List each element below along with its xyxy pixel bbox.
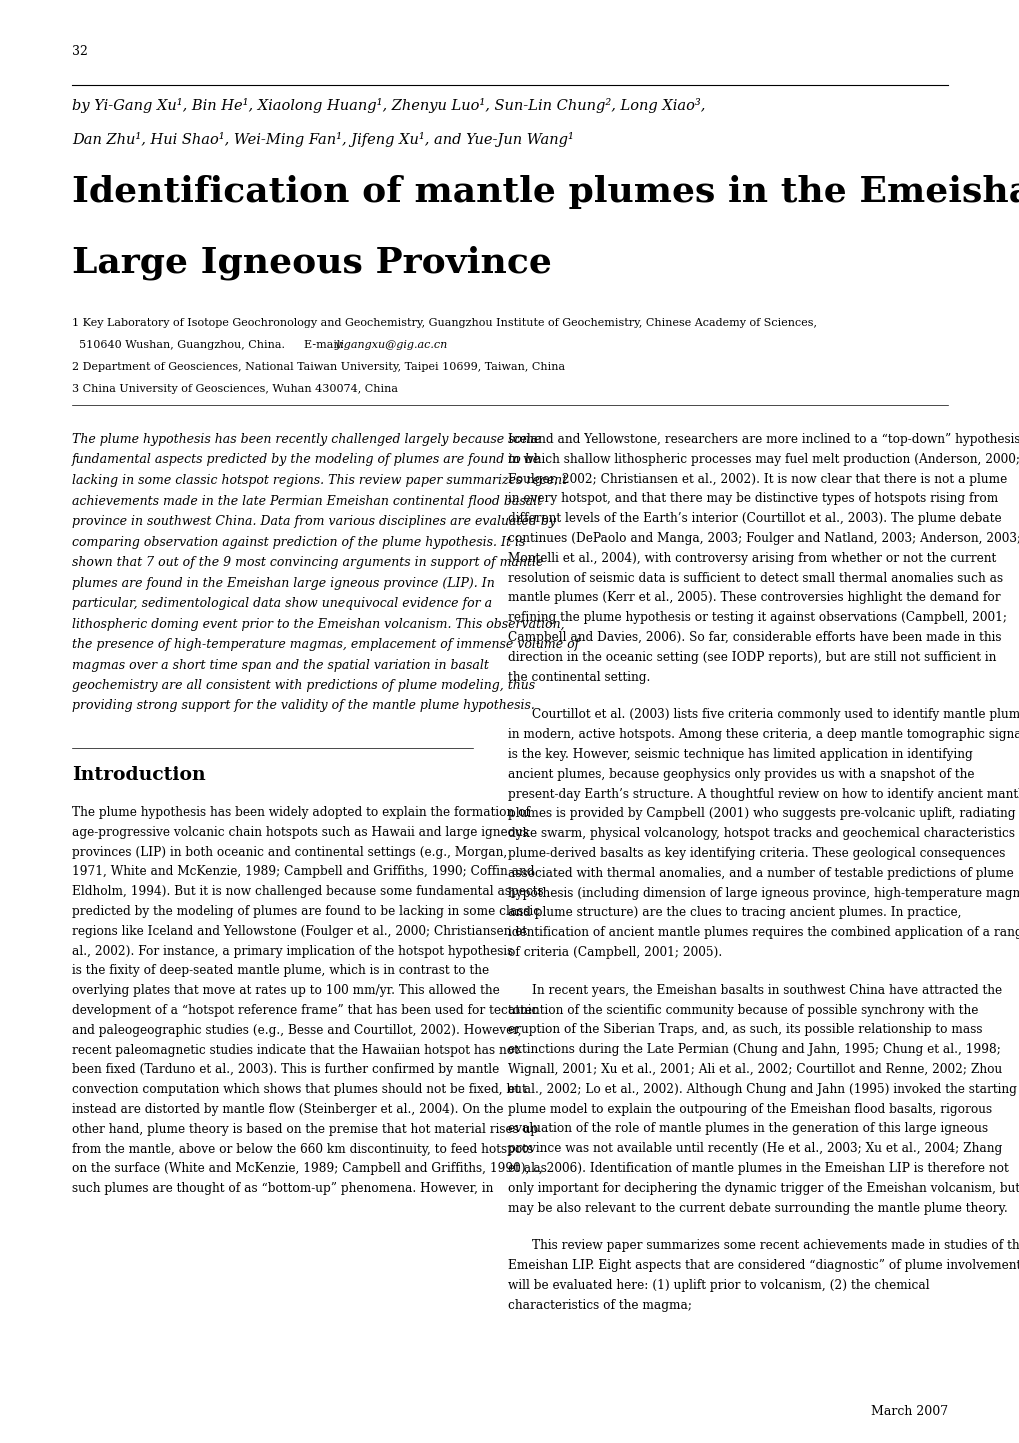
Text: associated with thermal anomalies, and a number of testable predictions of plume: associated with thermal anomalies, and a… (507, 867, 1012, 880)
Text: Campbell and Davies, 2006). So far, considerable efforts have been made in this: Campbell and Davies, 2006). So far, cons… (507, 631, 1000, 644)
Text: 32: 32 (72, 45, 88, 58)
Text: resolution of seismic data is sufficient to detect small thermal anomalies such : resolution of seismic data is sufficient… (507, 571, 1002, 584)
Text: plumes is provided by Campbell (2001) who suggests pre-volcanic uplift, radiatin: plumes is provided by Campbell (2001) wh… (507, 808, 1014, 821)
Text: achievements made in the late Permian Emeishan continental flood basalt: achievements made in the late Permian Em… (72, 495, 542, 508)
Text: Emeishan LIP. Eight aspects that are considered “diagnostic” of plume involvemen: Emeishan LIP. Eight aspects that are con… (507, 1260, 1019, 1273)
Text: yigangxu@gig.ac.cn: yigangxu@gig.ac.cn (333, 341, 446, 351)
Text: will be evaluated here: (1) uplift prior to volcanism, (2) the chemical: will be evaluated here: (1) uplift prior… (507, 1278, 928, 1291)
Text: et al., 2002; Lo et al., 2002). Although Chung and Jahn (1995) invoked the start: et al., 2002; Lo et al., 2002). Although… (507, 1082, 1015, 1095)
Text: hypothesis (including dimension of large igneous province, high-temperature magm: hypothesis (including dimension of large… (507, 886, 1019, 899)
Text: Foulger, 2002; Christiansen et al., 2002). It is now clear that there is not a p: Foulger, 2002; Christiansen et al., 2002… (507, 473, 1006, 486)
Text: plume model to explain the outpouring of the Emeishan flood basalts, rigorous: plume model to explain the outpouring of… (507, 1102, 990, 1115)
Text: March 2007: March 2007 (870, 1405, 947, 1418)
Text: dyke swarm, physical volcanology, hotspot tracks and geochemical characteristics: dyke swarm, physical volcanology, hotspo… (507, 827, 1019, 840)
Text: Wignall, 2001; Xu et al., 2001; Ali et al., 2002; Courtillot and Renne, 2002; Zh: Wignall, 2001; Xu et al., 2001; Ali et a… (507, 1063, 1001, 1076)
Text: on the surface (White and McKenzie, 1989; Campbell and Griffiths, 1990), as: on the surface (White and McKenzie, 1989… (72, 1163, 546, 1176)
Text: and paleogeographic studies (e.g., Besse and Courtillot, 2002). However,: and paleogeographic studies (e.g., Besse… (72, 1023, 521, 1038)
Text: al., 2002). For instance, a primary implication of the hotspot hypothesis: al., 2002). For instance, a primary impl… (72, 945, 513, 958)
Text: direction in the oceanic setting (see IODP reports), but are still not sufficien: direction in the oceanic setting (see IO… (507, 651, 995, 664)
Text: regions like Iceland and Yellowstone (Foulger et al., 2000; Christiansen et: regions like Iceland and Yellowstone (Fo… (72, 925, 527, 938)
Text: The plume hypothesis has been widely adopted to explain the formation of: The plume hypothesis has been widely ado… (72, 807, 530, 820)
Text: overlying plates that move at rates up to 100 mm/yr. This allowed the: overlying plates that move at rates up t… (72, 984, 499, 997)
Text: shown that 7 out of the 9 most convincing arguments in support of mantle: shown that 7 out of the 9 most convincin… (72, 556, 543, 569)
Text: particular, sedimentological data show unequivocal evidence for a: particular, sedimentological data show u… (72, 597, 491, 610)
Text: attention of the scientific community because of possible synchrony with the: attention of the scientific community be… (507, 1003, 977, 1017)
Text: 2 Department of Geosciences, National Taiwan University, Taipei 10699, Taiwan, C: 2 Department of Geosciences, National Ta… (72, 362, 565, 372)
Text: magmas over a short time span and the spatial variation in basalt: magmas over a short time span and the sp… (72, 658, 488, 671)
Text: providing strong support for the validity of the mantle plume hypothesis.: providing strong support for the validit… (72, 700, 534, 713)
Text: eruption of the Siberian Traps, and, as such, its possible relationship to mass: eruption of the Siberian Traps, and, as … (507, 1023, 981, 1036)
Text: age-progressive volcanic chain hotspots such as Hawaii and large igneous: age-progressive volcanic chain hotspots … (72, 825, 529, 838)
Text: predicted by the modeling of plumes are found to be lacking in some classic: predicted by the modeling of plumes are … (72, 905, 540, 918)
Text: et al., 2006). Identification of mantle plumes in the Emeishan LIP is therefore : et al., 2006). Identification of mantle … (507, 1162, 1007, 1175)
Text: 510640 Wushan, Guangzhou, China.: 510640 Wushan, Guangzhou, China. (72, 341, 288, 351)
Text: evaluation of the role of mantle plumes in the generation of this large igneous: evaluation of the role of mantle plumes … (507, 1123, 986, 1136)
Text: fundamental aspects predicted by the modeling of plumes are found to be: fundamental aspects predicted by the mod… (72, 453, 541, 466)
Text: is the fixity of deep-seated mantle plume, which is in contrast to the: is the fixity of deep-seated mantle plum… (72, 964, 489, 977)
Text: 3 China University of Geosciences, Wuhan 430074, China: 3 China University of Geosciences, Wuhan… (72, 384, 397, 394)
Text: in every hotspot, and that there may be distinctive types of hotspots rising fro: in every hotspot, and that there may be … (507, 492, 997, 505)
Text: development of a “hotspot reference frame” that has been used for tectonic: development of a “hotspot reference fram… (72, 1004, 538, 1017)
Text: lithospheric doming event prior to the Emeishan volcanism. This observation,: lithospheric doming event prior to the E… (72, 618, 565, 631)
Text: The plume hypothesis has been recently challenged largely because some: The plume hypothesis has been recently c… (72, 433, 541, 446)
Text: comparing observation against prediction of the plume hypothesis. It is: comparing observation against prediction… (72, 535, 525, 548)
Text: 1971, White and McKenzie, 1989; Campbell and Griffiths, 1990; Coffin and: 1971, White and McKenzie, 1989; Campbell… (72, 866, 534, 879)
Text: instead are distorted by mantle flow (Steinberger et al., 2004). On the: instead are distorted by mantle flow (St… (72, 1102, 503, 1115)
Text: E-mail:: E-mail: (304, 341, 347, 351)
Text: Dan Zhu¹, Hui Shao¹, Wei-Ming Fan¹, Jifeng Xu¹, and Yue-Jun Wang¹: Dan Zhu¹, Hui Shao¹, Wei-Ming Fan¹, Jife… (72, 131, 574, 147)
Text: extinctions during the Late Permian (Chung and Jahn, 1995; Chung et al., 1998;: extinctions during the Late Permian (Chu… (507, 1043, 1000, 1056)
Text: and plume structure) are the clues to tracing ancient plumes. In practice,: and plume structure) are the clues to tr… (507, 906, 960, 919)
Text: Introduction: Introduction (72, 766, 206, 784)
Text: province was not available until recently (He et al., 2003; Xu et al., 2004; Zha: province was not available until recentl… (507, 1143, 1001, 1156)
Text: the continental setting.: the continental setting. (507, 671, 649, 684)
Text: In recent years, the Emeishan basalts in southwest China have attracted the: In recent years, the Emeishan basalts in… (532, 984, 1002, 997)
Text: This review paper summarizes some recent achievements made in studies of the: This review paper summarizes some recent… (532, 1240, 1019, 1253)
Text: Large Igneous Province: Large Igneous Province (72, 245, 551, 280)
Text: may be also relevant to the current debate surrounding the mantle plume theory.: may be also relevant to the current deba… (507, 1202, 1007, 1215)
Text: the presence of high-temperature magmas, emplacement of immense volume of: the presence of high-temperature magmas,… (72, 638, 579, 651)
Text: mantle plumes (Kerr et al., 2005). These controversies highlight the demand for: mantle plumes (Kerr et al., 2005). These… (507, 592, 1000, 605)
Text: in modern, active hotspots. Among these criteria, a deep mantle tomographic sign: in modern, active hotspots. Among these … (507, 729, 1019, 742)
Text: Courtillot et al. (2003) lists five criteria commonly used to identify mantle pl: Courtillot et al. (2003) lists five crit… (532, 709, 1019, 722)
Text: plume-derived basalts as key identifying criteria. These geological consequences: plume-derived basalts as key identifying… (507, 847, 1004, 860)
Text: provinces (LIP) in both oceanic and continental settings (e.g., Morgan,: provinces (LIP) in both oceanic and cont… (72, 846, 506, 859)
Text: Identification of mantle plumes in the Emeishan: Identification of mantle plumes in the E… (72, 175, 1019, 209)
Text: Iceland and Yellowstone, researchers are more inclined to a “top-down” hypothesi: Iceland and Yellowstone, researchers are… (507, 433, 1019, 446)
Text: 1 Key Laboratory of Isotope Geochronology and Geochemistry, Guangzhou Institute : 1 Key Laboratory of Isotope Geochronolog… (72, 317, 816, 328)
Text: continues (DePaolo and Manga, 2003; Foulger and Natland, 2003; Anderson, 2003;: continues (DePaolo and Manga, 2003; Foul… (507, 532, 1019, 545)
Text: refining the plume hypothesis or testing it against observations (Campbell, 2001: refining the plume hypothesis or testing… (507, 612, 1006, 625)
Text: ancient plumes, because geophysics only provides us with a snapshot of the: ancient plumes, because geophysics only … (507, 768, 973, 781)
Text: of criteria (Campbell, 2001; 2005).: of criteria (Campbell, 2001; 2005). (507, 947, 721, 960)
Text: present-day Earth’s structure. A thoughtful review on how to identify ancient ma: present-day Earth’s structure. A thought… (507, 788, 1019, 801)
Text: by Yi-Gang Xu¹, Bin He¹, Xiaolong Huang¹, Zhenyu Luo¹, Sun-Lin Chung², Long Xiao: by Yi-Gang Xu¹, Bin He¹, Xiaolong Huang¹… (72, 98, 705, 113)
Text: geochemistry are all consistent with predictions of plume modeling, thus: geochemistry are all consistent with pre… (72, 680, 535, 693)
Text: convection computation which shows that plumes should not be fixed, but: convection computation which shows that … (72, 1084, 526, 1097)
Text: province in southwest China. Data from various disciplines are evaluated by: province in southwest China. Data from v… (72, 515, 555, 528)
Text: different levels of the Earth’s interior (Courtillot et al., 2003). The plume de: different levels of the Earth’s interior… (507, 512, 1000, 525)
Text: such plumes are thought of as “bottom-up” phenomena. However, in: such plumes are thought of as “bottom-up… (72, 1182, 493, 1195)
Text: characteristics of the magma;: characteristics of the magma; (507, 1299, 691, 1312)
Text: Eldholm, 1994). But it is now challenged because some fundamental aspects: Eldholm, 1994). But it is now challenged… (72, 885, 543, 898)
Text: plumes are found in the Emeishan large igneous province (LIP). In: plumes are found in the Emeishan large i… (72, 577, 494, 590)
Text: other hand, plume theory is based on the premise that hot material rises up: other hand, plume theory is based on the… (72, 1123, 538, 1136)
Text: only important for deciphering the dynamic trigger of the Emeishan volcanism, bu: only important for deciphering the dynam… (507, 1182, 1019, 1195)
Text: from the mantle, above or below the 660 km discontinuity, to feed hotspots: from the mantle, above or below the 660 … (72, 1143, 533, 1156)
Text: identification of ancient mantle plumes requires the combined application of a r: identification of ancient mantle plumes … (507, 926, 1019, 939)
Text: is the key. However, seismic technique has limited application in identifying: is the key. However, seismic technique h… (507, 747, 971, 760)
Text: been fixed (Tarduno et al., 2003). This is further confirmed by mantle: been fixed (Tarduno et al., 2003). This … (72, 1063, 498, 1076)
Text: Montelli et al., 2004), with controversy arising from whether or not the current: Montelli et al., 2004), with controversy… (507, 551, 995, 564)
Text: lacking in some classic hotspot regions. This review paper summarizes recent: lacking in some classic hotspot regions.… (72, 473, 567, 486)
Text: in which shallow lithospheric processes may fuel melt production (Anderson, 2000: in which shallow lithospheric processes … (507, 453, 1019, 466)
Text: recent paleomagnetic studies indicate that the Hawaiian hotspot has not: recent paleomagnetic studies indicate th… (72, 1043, 519, 1056)
